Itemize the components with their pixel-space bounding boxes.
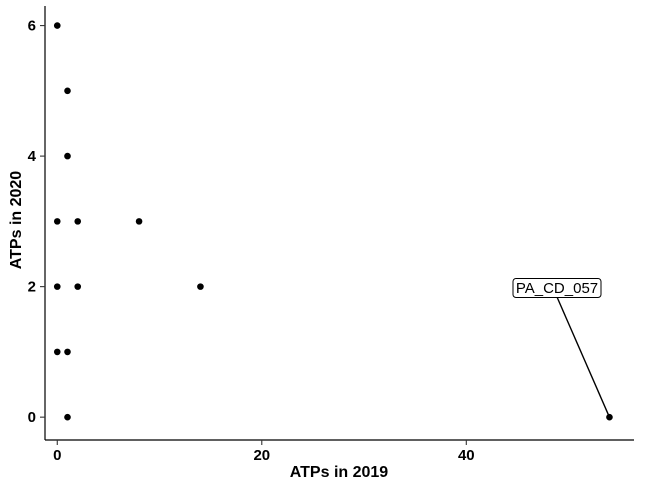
annotation-leader-line [556, 296, 611, 418]
axes: 0 20 40 0 2 4 6 [28, 6, 634, 464]
data-point [53, 22, 61, 29]
data-point [64, 87, 71, 95]
data-point [197, 283, 204, 290]
data-point [53, 218, 61, 225]
x-tick-label: 0 [53, 447, 61, 464]
x-tick-label: 20 [253, 447, 270, 464]
annotation-box [512, 278, 602, 298]
annotation-text: PA_CD_057 [516, 280, 598, 297]
y-tick-label: 4 [28, 148, 37, 165]
data-point [135, 218, 143, 225]
data-point [64, 152, 71, 160]
y-tick-label: 2 [28, 279, 36, 296]
data-point [64, 348, 71, 356]
data-point [74, 218, 82, 225]
data-point [53, 283, 61, 290]
y-tick-label: 0 [28, 409, 36, 426]
data-point [64, 413, 71, 421]
y-axis-title: ATPs in 2020 [8, 171, 25, 270]
y-tick-label: 6 [28, 18, 36, 35]
x-axis-title: ATPs in 2019 [290, 464, 389, 480]
x-tick-label: 40 [458, 447, 475, 464]
data-point [74, 283, 82, 290]
annotation-label: PA_CD_057 [512, 278, 611, 418]
data-point [53, 348, 61, 356]
plot-marks: PA_CD_057 [53, 22, 613, 421]
